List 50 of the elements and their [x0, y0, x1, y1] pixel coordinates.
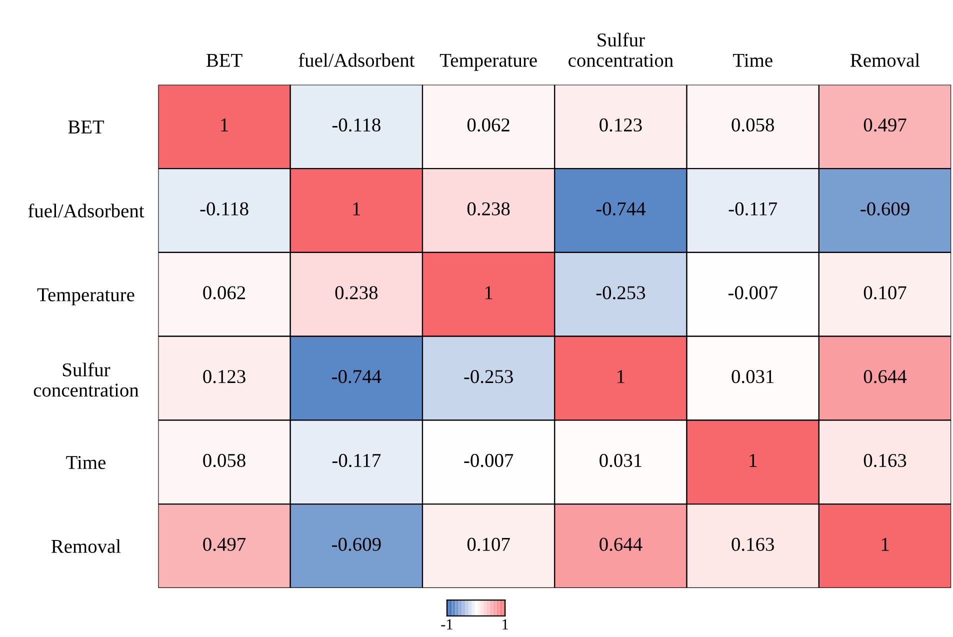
data-label: 1 [882, 538, 889, 551]
x-tick-label: fuel/Adsorbent [298, 53, 415, 67]
data-label: 1 [750, 454, 757, 467]
x-tick-label: Temperature [440, 54, 537, 71]
data-label: -0.117 [728, 202, 778, 216]
data-label: -0.609 [860, 202, 910, 216]
x-tick-label: Time [733, 54, 772, 67]
data-label: 0.062 [467, 118, 510, 132]
data-label: -0.118 [332, 118, 380, 132]
data-label: 0.107 [467, 538, 510, 551]
data-label: -0.007 [464, 454, 514, 468]
data-label: -0.744 [596, 202, 646, 216]
y-tick-label: BET [68, 120, 104, 134]
data-label: 1 [221, 118, 228, 132]
x-tick-label: Removal [850, 53, 920, 67]
data-label: 1 [353, 202, 360, 216]
y-tick-label: Removal [51, 539, 121, 553]
data-label: 0.497 [864, 118, 906, 132]
data-label: 0.497 [203, 538, 246, 551]
data-label: 0.031 [600, 454, 642, 468]
y-tick-label: Sulfur concentration [34, 362, 139, 397]
color-bar-label: -1 [441, 619, 452, 630]
data-label: 0.058 [203, 454, 246, 468]
data-label: 0.031 [732, 370, 774, 384]
data-label: 0.107 [864, 286, 906, 300]
data-label: 0.123 [203, 370, 246, 384]
data-label: 0.644 [864, 370, 907, 384]
data-label: 0.163 [864, 454, 906, 468]
y-tick-label: fuel/Adsorbent [28, 204, 144, 218]
data-label: 1 [618, 370, 624, 383]
x-tick-label: BET [206, 54, 242, 67]
x-tick-label: Sulfur concentration [568, 32, 674, 67]
data-label: -0.007 [728, 286, 778, 300]
data-label: -0.253 [596, 286, 646, 300]
data-label: -0.744 [332, 370, 382, 384]
data-label: -0.118 [200, 202, 248, 216]
data-label: -0.253 [464, 370, 513, 384]
y-tick-label: Temperature [37, 288, 134, 306]
color-bar-label: 1 [502, 619, 508, 630]
data-label: 0.123 [600, 118, 642, 132]
data-label: -0.117 [332, 454, 381, 468]
y-tick-label: Time [66, 456, 106, 470]
data-label: 1 [485, 286, 492, 300]
data-label: -0.609 [332, 538, 381, 551]
data-label: 0.238 [467, 202, 510, 216]
data-label: 0.062 [203, 286, 246, 300]
data-label: 0.238 [335, 286, 378, 300]
data-label: 0.058 [732, 118, 774, 132]
data-label: 0.644 [600, 538, 642, 551]
data-label: 0.163 [732, 538, 774, 551]
